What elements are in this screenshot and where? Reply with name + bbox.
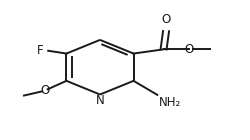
Text: O: O bbox=[40, 84, 50, 97]
Text: F: F bbox=[37, 44, 44, 57]
Text: O: O bbox=[162, 13, 171, 26]
Text: O: O bbox=[184, 43, 193, 56]
Text: NH₂: NH₂ bbox=[158, 96, 181, 109]
Text: N: N bbox=[96, 94, 104, 107]
